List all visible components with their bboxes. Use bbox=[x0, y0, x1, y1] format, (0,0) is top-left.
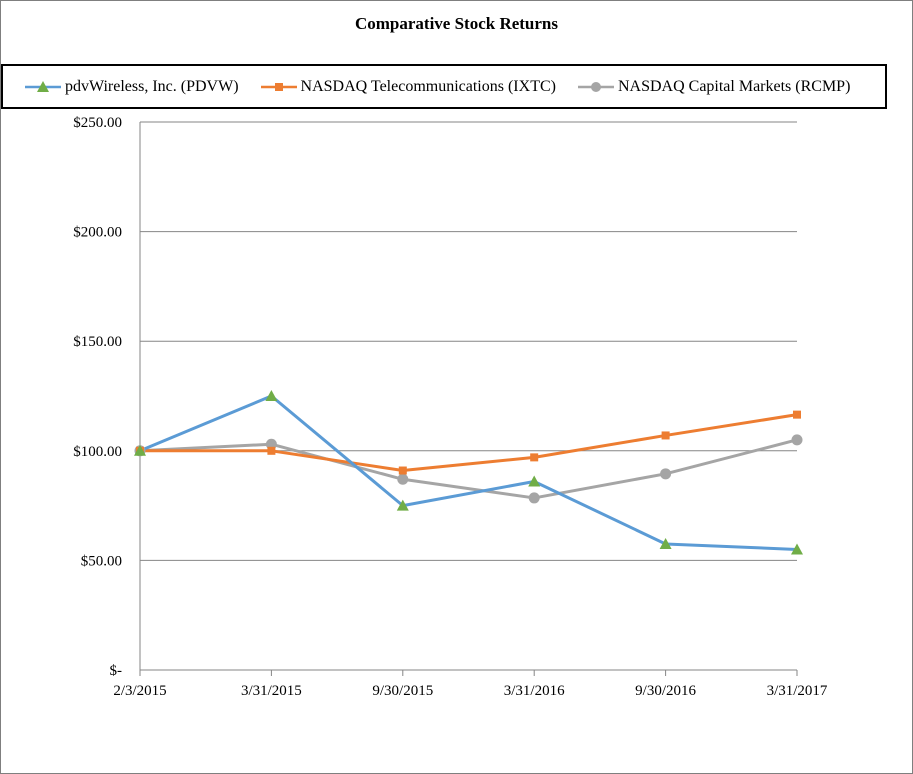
series-line-0 bbox=[139, 394, 798, 551]
y-tick-label: $50.00 bbox=[81, 553, 122, 569]
data-point bbox=[791, 543, 803, 555]
data-point bbox=[793, 410, 801, 419]
legend-label-ixtc: NASDAQ Telecommunications (IXTC) bbox=[300, 77, 556, 95]
legend-item-ixtc: NASDAQ Telecommunications (IXTC) bbox=[260, 77, 556, 96]
data-point bbox=[265, 390, 278, 401]
data-point bbox=[791, 434, 803, 446]
legend-label-rcmp: NASDAQ Capital Markets (RCMP) bbox=[617, 77, 851, 95]
data-point bbox=[661, 431, 670, 440]
legend-item-pdvw: pdvWireless, Inc. (PDVW) bbox=[25, 78, 239, 96]
y-tick-label: $100.00 bbox=[73, 444, 122, 460]
x-tick-label: 3/31/2015 bbox=[241, 683, 302, 699]
data-point bbox=[134, 444, 146, 456]
chart-legend: pdvWireless, Inc. (PDVW) NASDAQ Telecomm… bbox=[1, 64, 887, 109]
data-point bbox=[528, 492, 540, 504]
legend-swatch-ixtc bbox=[260, 82, 297, 91]
x-tick-label: 9/30/2015 bbox=[372, 683, 433, 699]
x-tick-label: 9/30/2016 bbox=[635, 683, 696, 699]
y-tick-label: $250.00 bbox=[73, 115, 122, 131]
y-tick-label: $150.00 bbox=[73, 334, 122, 350]
data-point bbox=[396, 499, 409, 511]
legend-swatch-pdvw bbox=[25, 80, 61, 92]
legend-swatch-rcmp bbox=[577, 81, 614, 92]
legend-label-pdvw: pdvWireless, Inc. (PDVW) bbox=[65, 77, 239, 95]
series-line-2 bbox=[139, 438, 798, 500]
data-point bbox=[659, 537, 672, 549]
data-point bbox=[397, 473, 409, 485]
data-point bbox=[530, 453, 539, 462]
x-tick-label: 3/31/2017 bbox=[767, 683, 828, 699]
series-line-1 bbox=[140, 413, 798, 473]
data-point bbox=[660, 468, 672, 480]
legend-item-rcmp: NASDAQ Capital Markets (RCMP) bbox=[577, 77, 851, 96]
chart-title: Comparative Stock Returns bbox=[354, 14, 559, 33]
data-point bbox=[398, 466, 407, 475]
y-tick-label: $200.00 bbox=[73, 225, 122, 241]
data-point bbox=[528, 475, 541, 487]
x-tick-label: 2/3/2015 bbox=[113, 683, 166, 699]
x-tick-label: 3/31/2016 bbox=[504, 683, 565, 699]
data-point bbox=[267, 446, 276, 455]
y-tick-label: $- bbox=[110, 663, 123, 679]
